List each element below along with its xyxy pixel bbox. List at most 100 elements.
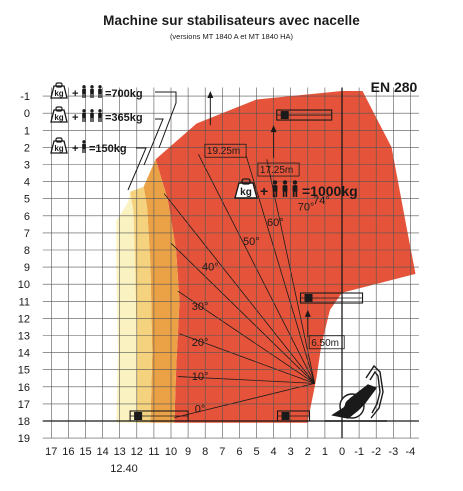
x-tick-label: 12 [131,446,143,458]
x-tick-label: 7 [219,446,225,458]
basket-block [281,412,290,420]
x-tick-label: 8 [202,446,208,458]
legend-row-150kg: kg + =150kg [50,137,127,155]
extension-arrow-head [207,90,214,98]
zone-1000kg [155,91,416,423]
diagram-subtitle: (versions MT 1840 A et MT 1840 HA) [169,32,294,41]
x-tick-label: 1 [322,446,328,458]
x-tick-label: 11 [148,446,159,458]
boom-angle-label: 30° [192,301,209,313]
boom-angle-label: 10° [192,371,209,383]
zone-150kg [116,191,137,423]
y-tick-label: 6 [24,211,30,223]
extension-label-box [308,335,345,350]
basket-block [280,111,289,120]
legend-365kg-text: =365kg [105,112,143,124]
platform-low-right [276,410,311,422]
basket-block [304,294,313,303]
svg-text:kg: kg [54,144,63,153]
x-tick-label: 14 [96,446,108,458]
kg-weight-icon: kg [50,106,68,123]
extension-arrow-head [304,309,311,317]
y-tick-label: -1 [20,91,30,103]
kg-weight-icon: kg [50,82,68,99]
platform-top [276,109,333,121]
y-tick-label: 9 [24,262,30,274]
platform-mid-right [299,292,364,304]
platform-drawings [129,109,364,422]
extension-label-box [204,143,247,158]
legend-150kg-text: =150kg [89,143,127,155]
kg-weight-icon: kg [50,137,68,154]
y-tick-label: 1 [24,125,30,137]
legend-row-365kg: kg + =365kg [50,106,143,124]
boom-angle-label: 40° [202,262,219,274]
svg-text:kg: kg [54,113,63,122]
y-tick-label: 14 [18,348,30,360]
x-tick-label: -2 [371,446,381,458]
x-tick-label: 2 [305,446,311,458]
zone-700kg [143,159,180,423]
load-zones [116,91,416,423]
y-tick-label: 5 [24,194,30,206]
boom-angle-labels: 0° 10° 20° 30° 40° 50° 60° 70°74° [192,195,330,416]
plus-sign: + [72,88,78,100]
platform-low-left [129,410,189,422]
y-tick-label: 0 [24,108,30,120]
boom-line [174,382,315,418]
y-tick-label: 17 [18,399,30,411]
y-tick-label: 11 [19,296,30,308]
x-tick-label: 3 [288,446,294,458]
y-tick-label: 10 [18,279,30,291]
basket-block [134,412,143,420]
boom-angle-label: 20° [192,337,209,349]
zone-365kg [130,186,153,423]
y-tick-label: 8 [24,245,30,257]
plus-sign: + [72,112,78,124]
boom-angle-label: 60° [267,217,284,229]
x-extra-label: 12.40 [110,463,138,475]
axis-ticks: 17 16 15 14 13 12 11 10 9 8 7 6 5 4 3 2 1 0 -1 -2 -3 -4191817… [18,91,416,458]
svg-text:kg: kg [54,89,63,98]
load-legend: kg + =700kg kg + =365kg kg [50,82,177,191]
svg-text:kg: kg [240,187,252,198]
x-tick-label: 10 [165,446,177,458]
y-tick-label: 15 [18,365,30,377]
svg-text:+: + [260,183,268,199]
y-tick-label: 7 [24,228,30,240]
x-tick-label: 6 [236,446,242,458]
x-tick-label: 0 [339,446,345,458]
x-tick-label: 4 [271,446,277,458]
x-tick-label: 15 [79,446,91,458]
x-tick-label: 9 [185,446,191,458]
main-load-label: kg + =1000kg [234,178,358,199]
x-tick-label: 17 [45,446,57,458]
x-tick-label: 13 [114,446,126,458]
x-tick-label: -3 [388,446,398,458]
y-tick-label: 4 [24,177,30,189]
extension-arrow-head [270,125,277,133]
boom-line [177,290,315,384]
boom-line [179,333,315,384]
y-tick-label: 12 [18,313,30,325]
x-tick-label: -1 [354,446,364,458]
y-tick-label: 18 [18,416,30,428]
extension-label: 6.50m [311,338,339,349]
boom-line [177,376,315,384]
x-tick-label: 5 [253,446,259,458]
extension-label-box [257,162,300,177]
y-tick-label: 19 [18,433,30,445]
extension-label: 19.25m [207,146,240,157]
extension-label: 17.25m [260,165,293,176]
y-tick-label: 2 [24,142,30,154]
main-load-value: =1000kg [302,183,358,199]
machine-icon [325,364,387,422]
kg-weight-icon: kg [234,178,258,199]
x-tick-label: 16 [62,446,74,458]
boom-angle-label: 70° [298,202,315,214]
boom-angle-label: 74° [313,195,330,207]
diagram-title: Machine sur stabilisateurs avec nacelle [103,13,360,28]
boom-line [245,155,316,384]
boom-angle-label: 50° [243,236,260,248]
